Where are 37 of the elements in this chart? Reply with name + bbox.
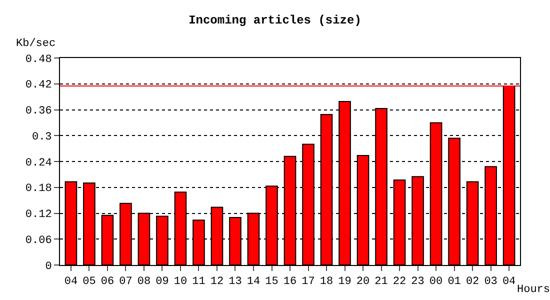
x-tick-label: 10: [174, 276, 188, 288]
y-tick-label: 0: [45, 260, 52, 273]
x-tick-label: 19: [338, 276, 352, 288]
x-tick-label: 21: [374, 276, 388, 288]
chart-title: Incoming articles (size): [188, 13, 362, 28]
x-tick-label: 01: [448, 276, 462, 288]
x-tick-label: 02: [466, 276, 480, 288]
x-axis-title: Hours: [517, 284, 550, 296]
x-tick-label: 17: [302, 276, 315, 288]
x-tick-label: 13: [228, 276, 242, 288]
x-tick-label: 15: [265, 276, 278, 288]
y-tick-label: 0.36: [25, 106, 52, 118]
y-tick-label: 0.06: [25, 234, 52, 247]
x-tick-label: 18: [320, 276, 334, 288]
y-tick-label: 0.48: [25, 54, 52, 66]
x-tick-label: 22: [392, 276, 406, 288]
x-tick-label: 07: [119, 276, 132, 288]
x-tick-label: 05: [82, 276, 96, 288]
y-tick-label: 0.18: [25, 183, 52, 196]
x-tick-label: 23: [411, 276, 424, 288]
x-tick-label: 03: [484, 276, 498, 288]
x-tick-label: 04: [64, 276, 78, 288]
y-tick-label: 0.3: [32, 131, 52, 144]
x-tick-label: 04: [502, 276, 516, 288]
y-tick-label: 0.42: [25, 80, 52, 92]
x-tick-label: 20: [356, 276, 370, 288]
x-tick-label: 12: [210, 276, 224, 288]
y-axis-title: Kb/sec: [16, 38, 56, 50]
x-tick-label: 00: [429, 276, 443, 288]
x-tick-label: 09: [156, 276, 169, 288]
y-tick-label: 0.24: [25, 157, 52, 170]
x-tick-label: 08: [137, 276, 151, 288]
x-tick-label: 11: [192, 276, 206, 288]
y-tick-label: 0.12: [25, 209, 52, 222]
x-tick-label: 16: [283, 276, 297, 288]
x-tick-label: 06: [100, 276, 114, 288]
x-tick-label: 14: [246, 276, 260, 288]
